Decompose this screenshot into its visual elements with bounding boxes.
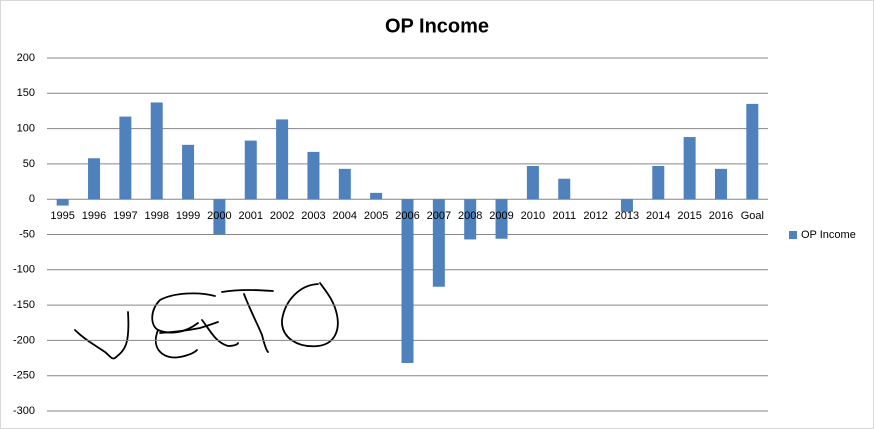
x-tick-label: 1998 bbox=[144, 210, 168, 222]
legend-label: OP Income bbox=[801, 229, 856, 241]
bar bbox=[119, 116, 132, 200]
bar bbox=[714, 168, 727, 200]
x-tick-label: 2010 bbox=[521, 210, 545, 222]
y-tick-label: 100 bbox=[17, 123, 35, 135]
bar bbox=[276, 119, 289, 200]
y-tick-label: -300 bbox=[13, 405, 35, 417]
bar bbox=[683, 137, 696, 200]
bar bbox=[558, 178, 571, 200]
x-tick-label: 1997 bbox=[113, 210, 137, 222]
y-tick-label: -100 bbox=[13, 264, 35, 276]
bar bbox=[652, 166, 665, 200]
x-tick-label: 2016 bbox=[709, 210, 733, 222]
y-tick-label: -50 bbox=[19, 228, 35, 240]
y-tick-label: 200 bbox=[17, 52, 35, 64]
bar bbox=[56, 199, 69, 206]
x-tick-label: 2004 bbox=[333, 210, 357, 222]
x-tick-label: 2001 bbox=[239, 210, 263, 222]
x-tick-label: 2012 bbox=[583, 210, 607, 222]
x-tick-label: 2009 bbox=[489, 210, 513, 222]
x-tick-label: Goal bbox=[741, 210, 764, 222]
x-tick-label: 2013 bbox=[615, 210, 639, 222]
x-tick-label: 2003 bbox=[301, 210, 325, 222]
bar bbox=[370, 192, 383, 200]
bar bbox=[88, 158, 101, 200]
x-tick-label: 1995 bbox=[50, 210, 74, 222]
x-tick-label: 2011 bbox=[552, 210, 576, 222]
chart-title: OP Income bbox=[385, 15, 489, 37]
legend-swatch bbox=[789, 231, 797, 239]
bar bbox=[432, 199, 445, 287]
bar bbox=[464, 199, 477, 240]
x-tick-label: 1999 bbox=[176, 210, 200, 222]
x-tick-label: 2007 bbox=[427, 210, 451, 222]
bar bbox=[401, 199, 414, 363]
x-tick-label: 2005 bbox=[364, 210, 388, 222]
x-tick-label: 2008 bbox=[458, 210, 482, 222]
bar bbox=[213, 199, 226, 235]
bar bbox=[244, 140, 257, 200]
bar bbox=[746, 103, 759, 200]
bar bbox=[150, 102, 163, 200]
bar bbox=[307, 151, 320, 200]
x-tick-label: 2002 bbox=[270, 210, 294, 222]
handwriting bbox=[74, 282, 339, 360]
bar bbox=[620, 199, 633, 212]
bar bbox=[338, 168, 351, 200]
y-tick-label: -250 bbox=[13, 370, 35, 382]
bar bbox=[495, 199, 508, 239]
x-tick-label: 2006 bbox=[395, 210, 419, 222]
x-tick-label: 2000 bbox=[207, 210, 231, 222]
y-tick-label: -200 bbox=[13, 334, 35, 346]
bar bbox=[182, 144, 195, 200]
bar bbox=[526, 166, 539, 200]
x-tick-label: 2015 bbox=[677, 210, 701, 222]
x-tick-label: 2014 bbox=[646, 210, 670, 222]
y-tick-label: 0 bbox=[29, 193, 35, 205]
y-tick-label: 150 bbox=[17, 87, 35, 99]
y-tick-label: 50 bbox=[23, 158, 35, 170]
x-tick-label: 1996 bbox=[82, 210, 106, 222]
y-tick-label: -150 bbox=[13, 299, 35, 311]
